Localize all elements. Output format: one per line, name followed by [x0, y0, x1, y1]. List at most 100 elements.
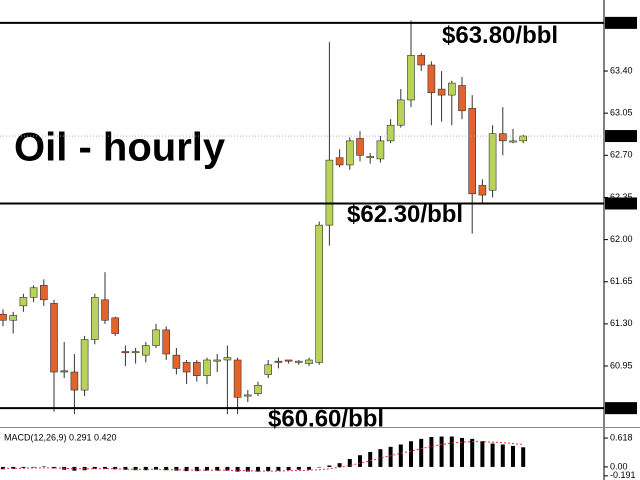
candle-body	[9, 315, 17, 321]
chart-title: Oil - hourly	[14, 126, 226, 170]
macd-bar	[72, 466, 77, 471]
candle-body	[407, 55, 415, 101]
y-tick-label: 63.05	[610, 108, 633, 118]
candle-body	[437, 88, 446, 96]
candle-body	[213, 359, 221, 362]
level-annotation: $63.80/bbl	[442, 22, 558, 49]
candle-body	[223, 357, 232, 361]
macd-bar	[460, 437, 464, 467]
macd-bar	[307, 466, 311, 470]
y-tick-label: 61.30	[610, 318, 633, 328]
macd-bar	[123, 466, 128, 470]
candle-body	[193, 362, 201, 376]
candle-body	[396, 99, 405, 126]
current-price-box	[605, 130, 637, 143]
macd-bar	[266, 466, 271, 472]
macd-bar	[103, 466, 107, 469]
macd-bar	[429, 437, 434, 467]
candle-body	[0, 313, 7, 321]
candle-body	[131, 351, 140, 354]
candle-body	[325, 159, 334, 226]
level-box	[605, 402, 637, 415]
candle-body	[458, 85, 466, 112]
candle-body	[386, 124, 395, 142]
level-annotation: $62.30/bbl	[347, 201, 463, 228]
candle-body	[488, 133, 497, 191]
y-tick-label: 60.95	[610, 360, 633, 370]
candle-body	[172, 354, 181, 369]
macd-bar	[143, 466, 148, 471]
candle-body	[142, 345, 150, 356]
level-label: 63.80	[608, 17, 631, 27]
macd-bar	[419, 438, 424, 467]
candle-body	[356, 138, 364, 156]
macd-bar	[470, 438, 475, 467]
candle-body	[447, 82, 456, 96]
macd-bar	[317, 466, 322, 468]
candle-body	[335, 157, 344, 166]
candle-body	[274, 360, 283, 363]
level-label: 60.60	[608, 403, 631, 413]
candle-body	[417, 55, 426, 66]
candle-body	[315, 224, 324, 363]
candle-body	[305, 359, 313, 364]
macd-bar	[327, 465, 332, 467]
candle-body	[264, 364, 273, 375]
candle-body	[152, 329, 160, 346]
level-box	[605, 16, 637, 29]
macd-bar	[368, 451, 373, 467]
y-tick-label: 0.00	[610, 461, 628, 471]
macd-bar	[337, 463, 342, 467]
macd-bar	[31, 466, 36, 468]
macd-bar	[286, 466, 291, 471]
candle-body	[468, 108, 477, 195]
macd-bar	[409, 441, 413, 467]
signal-line	[3, 441, 524, 472]
macd-bar	[174, 466, 179, 471]
candle-body	[345, 140, 354, 166]
macd-bar	[184, 466, 189, 472]
candle-body	[19, 297, 28, 307]
candle-body	[111, 317, 119, 334]
macd-bar	[521, 447, 526, 467]
macd-bar	[500, 444, 505, 467]
macd-label: MACD(12,26,9) 0.291 0.420	[4, 432, 117, 442]
macd-bar	[388, 446, 393, 467]
candle-body	[244, 394, 252, 397]
macd-bar	[449, 436, 454, 467]
candle-body	[284, 359, 293, 362]
macd-bar	[378, 449, 383, 467]
candle-body	[182, 362, 191, 373]
macd-bar	[347, 458, 352, 467]
candle-body	[254, 384, 262, 394]
macd-bar	[225, 466, 230, 471]
y-tick-label: -0.191	[610, 470, 636, 480]
candle-body	[39, 285, 48, 301]
macd-bar	[205, 466, 209, 471]
candle-body	[519, 135, 528, 142]
macd-bar	[439, 436, 444, 467]
candle-body	[478, 185, 487, 196]
macd-bar	[480, 441, 485, 467]
macd-bar	[21, 466, 26, 468]
macd-bar	[256, 466, 260, 472]
candle-body	[509, 140, 517, 143]
y-tick-label: 62.35	[610, 192, 633, 202]
candle-body	[498, 133, 507, 142]
macd-bar	[164, 466, 169, 471]
macd-bar	[215, 466, 220, 471]
macd-bar	[11, 466, 16, 469]
macd-bar	[490, 443, 495, 467]
macd-bar	[41, 466, 46, 467]
candle-body	[294, 360, 303, 363]
candle-body	[80, 339, 89, 391]
candle-body	[366, 156, 375, 159]
y-tick-label: 61.65	[610, 276, 633, 286]
candle-body	[101, 299, 109, 321]
y-tick-label: 0.618	[610, 432, 633, 442]
candle-body	[70, 371, 79, 391]
y-tick-label: 62.70	[610, 150, 633, 160]
macd-bar	[92, 466, 97, 469]
candle-body	[29, 287, 38, 298]
